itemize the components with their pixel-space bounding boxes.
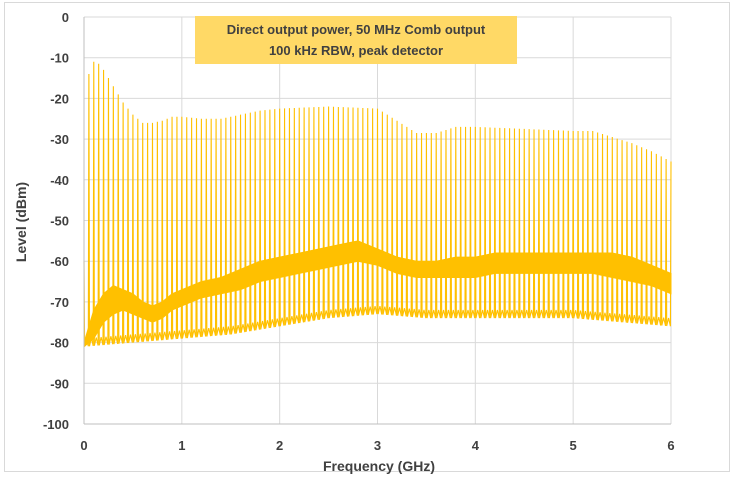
- annotation-background: [195, 16, 517, 64]
- y-tick-label: -20: [50, 91, 69, 106]
- x-tick-label: 1: [178, 438, 185, 453]
- y-tick-label: -40: [50, 173, 69, 188]
- y-tick-label: -60: [50, 254, 69, 269]
- y-tick-label: -70: [50, 295, 69, 310]
- annotation: Direct output power, 50 MHz Comb output …: [195, 16, 517, 64]
- x-tick-label: 2: [276, 438, 283, 453]
- annotation-line-1: Direct output power, 50 MHz Comb output: [227, 22, 486, 37]
- x-tick-label: 5: [570, 438, 577, 453]
- y-axis-title: Level (dBm): [13, 182, 29, 262]
- y-tick-label: -30: [50, 132, 69, 147]
- y-tick-label: -100: [43, 417, 69, 432]
- x-tick-label: 4: [472, 438, 480, 453]
- axes: [83, 17, 671, 425]
- y-tick-label: -90: [50, 376, 69, 391]
- x-tick-label: 0: [80, 438, 87, 453]
- y-tick-label: -80: [50, 336, 69, 351]
- noise-floor-band: [83, 240, 672, 348]
- x-tick-label: 3: [374, 438, 381, 453]
- chart-frame: [4, 2, 730, 472]
- y-tick-label: 0: [62, 10, 69, 25]
- series-comb-output: [83, 61, 672, 348]
- x-axis-title: Frequency (GHz): [323, 458, 435, 474]
- comb-spikes-line: [83, 61, 672, 347]
- annotation-line-2: 100 kHz RBW, peak detector: [269, 43, 443, 58]
- y-tick-label: -50: [50, 214, 69, 229]
- y-tick-label: -10: [50, 51, 69, 66]
- x-tick-labels: 0 1 2 3 4 5 6: [80, 438, 674, 453]
- x-tick-label: 6: [667, 438, 674, 453]
- y-tick-labels: 0 -10 -20 -30 -40 -50 -60 -70 -80 -90 -100: [43, 10, 69, 432]
